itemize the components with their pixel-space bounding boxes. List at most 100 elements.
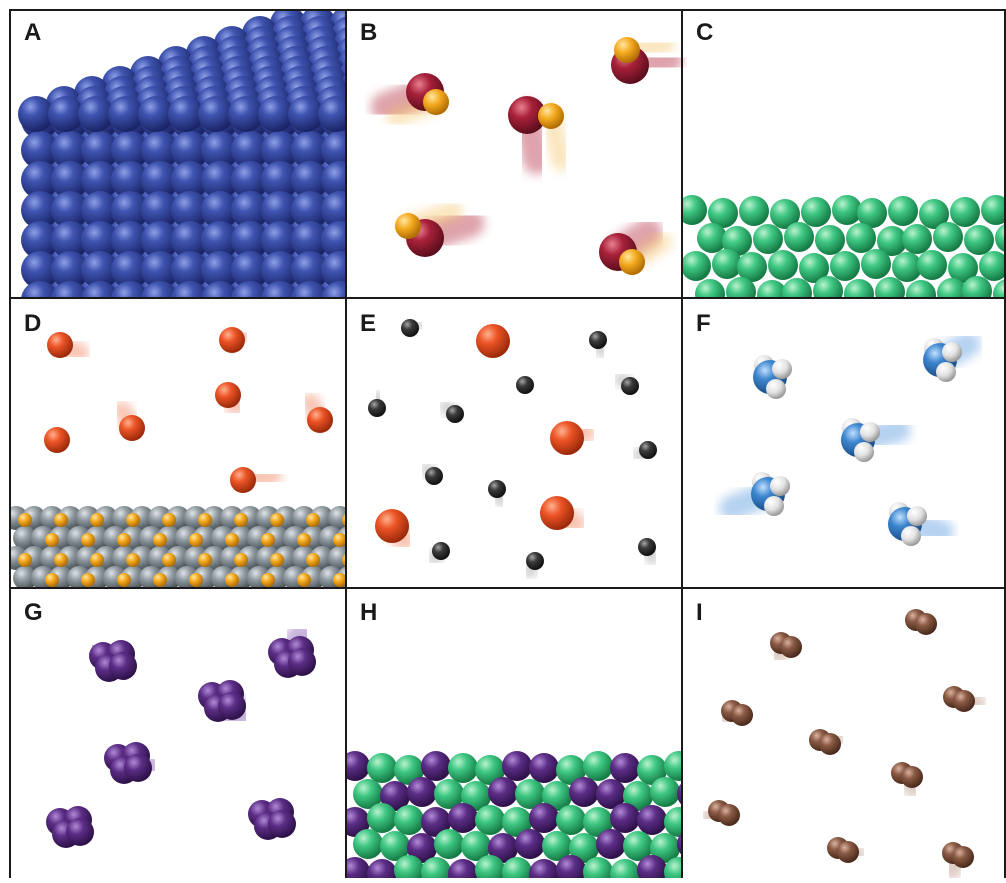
green-atom (434, 829, 464, 859)
green-atom (801, 197, 831, 227)
blue-atom (453, 11, 491, 49)
blue-atom (515, 171, 553, 209)
blue-atom (171, 251, 209, 289)
blue-atom (544, 26, 580, 62)
yellow-atom (619, 249, 645, 275)
blue-atom (111, 281, 149, 297)
blue-atom (401, 171, 439, 209)
green-atom (726, 277, 756, 297)
blue-atom (51, 221, 89, 259)
blue-atom (369, 131, 407, 169)
blue-atom (18, 96, 54, 132)
brown-atom (952, 846, 974, 868)
blue-atom (485, 231, 523, 269)
blue-atom (108, 96, 144, 132)
blue-atom (485, 171, 523, 209)
blue-atom (379, 181, 417, 219)
blue-atom (201, 131, 239, 169)
blue-atom (168, 96, 204, 132)
yellow-atom (45, 533, 59, 547)
yellow-atom (81, 533, 95, 547)
panel-h-liquid-mixture (347, 751, 681, 878)
green-atom (770, 199, 800, 229)
grey-atom (346, 506, 370, 530)
blue-atom (463, 151, 501, 189)
panel-f-molecules (719, 331, 981, 546)
blue-atom (405, 131, 443, 169)
green-atom (556, 805, 586, 835)
green-atom (475, 755, 505, 785)
blue-atom (141, 131, 179, 169)
green-atom (461, 781, 491, 811)
blue-atom (393, 161, 431, 199)
blue-atom (258, 96, 294, 132)
blue-atom (403, 151, 441, 189)
blue-atom (392, 16, 428, 52)
blue-atom (81, 311, 119, 349)
blue-atom (261, 251, 299, 289)
green-atom (813, 276, 843, 297)
green-atom (353, 829, 383, 859)
blue-atom (452, 16, 488, 52)
purple-atom (407, 833, 437, 863)
blue-atom (486, 36, 522, 72)
blue-atom (431, 141, 469, 179)
blue-atom (519, 221, 557, 259)
blue-atom (291, 311, 329, 349)
blue-atom (461, 261, 499, 299)
blue-atom (489, 41, 527, 79)
blue-atom (261, 311, 299, 349)
grey-atom (328, 546, 345, 570)
blue-atom (433, 151, 471, 189)
blue-atom (491, 51, 529, 89)
blue-atom (513, 11, 551, 49)
purple-atom (529, 803, 559, 833)
orange-atom (119, 415, 145, 441)
blue-atom (517, 241, 555, 279)
yellow-atom (126, 513, 140, 527)
blue-atom (171, 161, 209, 199)
blue-atom (487, 151, 525, 189)
purple-atom (610, 753, 640, 783)
blue-atom (363, 41, 401, 79)
blue-atom (169, 301, 207, 339)
blue-atom (517, 211, 555, 249)
blue-atom (371, 141, 409, 179)
blue-atom (459, 251, 497, 289)
blue-atom (516, 36, 552, 72)
blue-atom (371, 261, 409, 299)
blue-atom (487, 61, 525, 99)
green-atom (542, 831, 572, 861)
blue-atom (483, 161, 521, 199)
blue-atom (171, 281, 209, 297)
green-atom (722, 226, 752, 256)
blue-atom (519, 191, 557, 229)
blue-atom (461, 111, 499, 149)
blue-atom (349, 121, 387, 159)
blue-atom (79, 301, 117, 339)
blue-atom (433, 121, 471, 159)
green-atom (919, 199, 949, 229)
yellow-atom (306, 553, 320, 567)
blue-atom (21, 131, 59, 169)
blue-atom (407, 171, 445, 209)
blue-atom (457, 61, 495, 99)
yellow-atom (153, 533, 167, 547)
blue-atom (543, 41, 581, 79)
blue-atom (318, 96, 345, 132)
blue-atom (111, 311, 149, 349)
blue-atom (515, 21, 553, 59)
blue-atom (483, 11, 521, 49)
dark-atom (638, 538, 656, 556)
blue-atom (201, 251, 239, 289)
blue-atom (231, 161, 269, 199)
blue-atom (397, 121, 435, 159)
blue-atom (453, 71, 491, 109)
blue-atom (21, 191, 59, 229)
blue-atom (261, 281, 299, 297)
blue-atom (543, 11, 581, 49)
blue-atom (482, 16, 518, 52)
blue-atom (429, 41, 467, 79)
blue-atom (573, 191, 611, 229)
